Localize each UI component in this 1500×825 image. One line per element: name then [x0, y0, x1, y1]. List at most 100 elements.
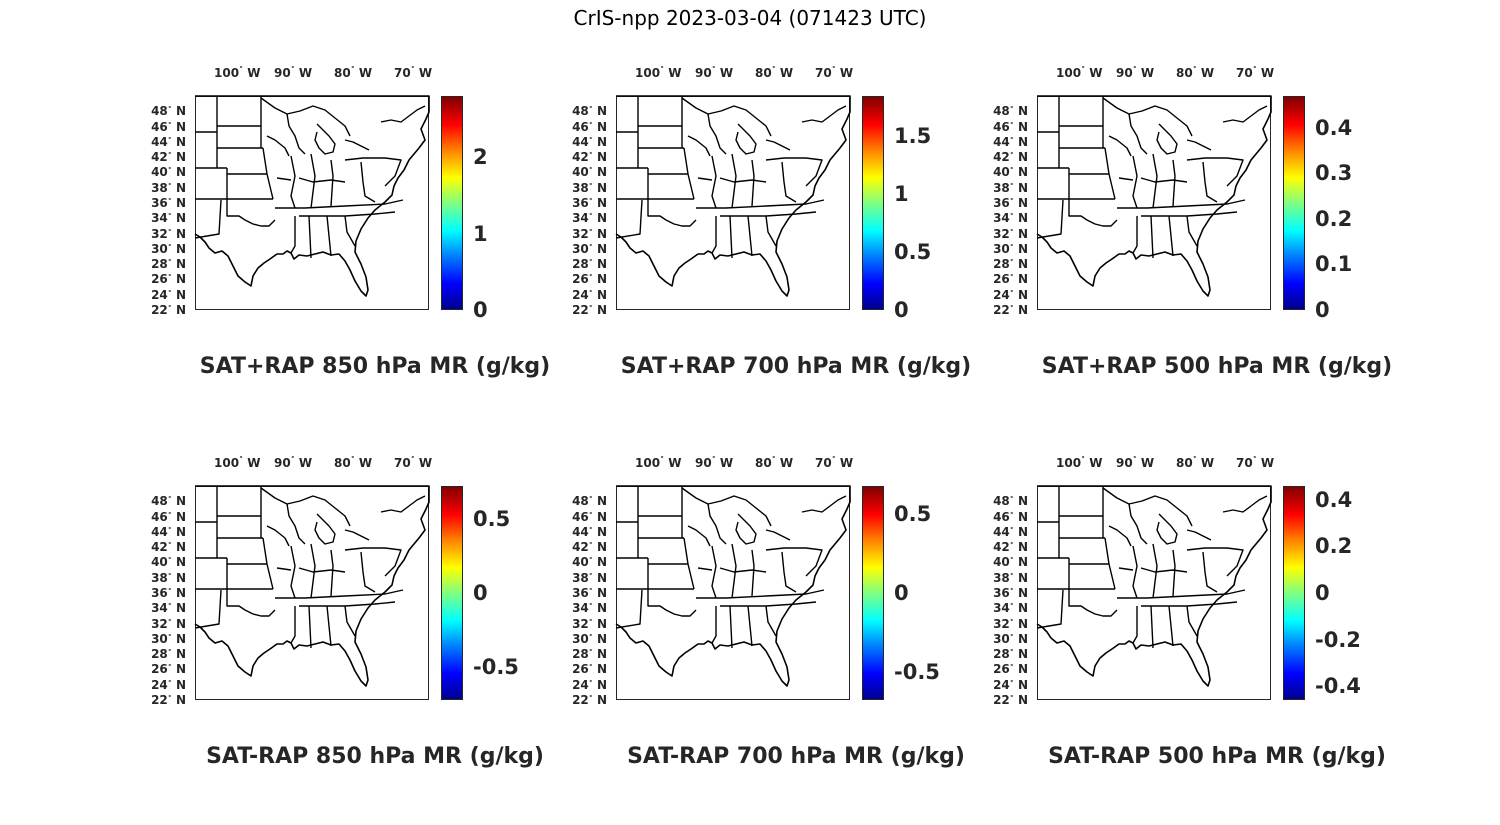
state-boundary [1132, 155, 1138, 209]
map-panel-2: 100˚ W 90˚ W 80˚ W 70˚ W 48˚ N 46˚ N 44˚ N 42˚ … [572, 66, 1016, 386]
lon-tick-label: 100˚ W [214, 66, 261, 80]
us-state-map [1036, 95, 1272, 310]
lat-tick-label: 46˚ N [151, 119, 186, 134]
state-boundary [751, 159, 755, 207]
state-boundary [262, 147, 274, 200]
lon-tick-label: 90˚ W [695, 456, 734, 470]
state-boundary [719, 177, 767, 183]
lat-tick-label: 22˚ N [993, 693, 1028, 707]
lat-tick-label: 28˚ N [572, 647, 607, 662]
state-boundary [226, 589, 276, 617]
state-boundary [781, 161, 797, 203]
colorbar-tick-label: 0.2 [1315, 206, 1353, 231]
lat-tick-label: 30˚ N [993, 241, 1028, 256]
lat-tick-label: 22˚ N [572, 693, 607, 707]
state-boundary [290, 155, 296, 209]
lat-tick-label: 28˚ N [151, 647, 186, 662]
lat-tick-label: 36˚ N [993, 196, 1028, 210]
lon-tick-label: 70˚ W [394, 456, 433, 470]
lon-tick-label: 90˚ W [1116, 456, 1155, 470]
lon-tick-label: 80˚ W [755, 456, 794, 470]
state-boundary [801, 495, 847, 513]
coastline [1036, 485, 1272, 687]
state-boundary [707, 113, 727, 155]
state-boundary [1202, 161, 1218, 203]
state-boundary [1186, 215, 1198, 247]
state-boundary [681, 97, 772, 137]
lat-tick-label: 30˚ N [572, 241, 607, 256]
lat-tick-label: 34˚ N [993, 211, 1028, 226]
state-boundary [286, 503, 306, 545]
lon-tick-label: 80˚ W [334, 456, 373, 470]
lat-tick-label: 44˚ N [572, 524, 607, 539]
state-boundary [1102, 487, 1193, 527]
lat-tick-label: 44˚ N [993, 524, 1028, 539]
colorbar-tick-label: 0 [473, 298, 488, 322]
map-panel-3: 100˚ W 90˚ W 80˚ W 70˚ W 48˚ N 46˚ N 44˚ N 42˚ … [993, 66, 1437, 386]
state-boundary [286, 113, 306, 155]
lon-tick-label: 80˚ W [1176, 66, 1215, 80]
lat-tick-label: 38˚ N [572, 570, 607, 585]
lat-tick-label: 42˚ N [151, 540, 186, 555]
lat-tick-label: 38˚ N [993, 180, 1028, 195]
state-boundary [765, 529, 791, 541]
state-boundary [1118, 567, 1134, 571]
lat-tick-label: 36˚ N [993, 586, 1028, 600]
state-boundary [1104, 537, 1116, 590]
lat-tick-label: 30˚ N [993, 631, 1028, 646]
state-boundary [1152, 543, 1158, 599]
lat-tick-label: 42˚ N [572, 150, 607, 165]
lat-tick-label: 24˚ N [151, 287, 186, 302]
state-boundary [1118, 177, 1134, 181]
lat-tick-label: 40˚ N [993, 165, 1028, 180]
state-boundary [344, 215, 356, 247]
lat-tick-label: 34˚ N [151, 601, 186, 616]
state-boundary [266, 525, 290, 547]
lat-tick-label: 46˚ N [151, 509, 186, 524]
lat-tick-label: 42˚ N [993, 540, 1028, 555]
lat-tick-label: 38˚ N [151, 570, 186, 585]
lat-tick-label: 32˚ N [572, 616, 607, 631]
state-boundary [1186, 157, 1244, 187]
lat-tick-label: 32˚ N [151, 616, 186, 631]
colorbar [1283, 486, 1305, 700]
colorbar-tick-label: 0 [894, 298, 909, 322]
lon-tick-label: 70˚ W [815, 66, 854, 80]
lat-tick-label: 46˚ N [993, 119, 1028, 134]
colorbar-tick-label: 0 [1315, 298, 1330, 322]
lat-tick-label: 44˚ N [151, 134, 186, 149]
colorbar-tick-label: 0.5 [473, 506, 511, 531]
state-boundary [765, 215, 777, 247]
coastline [194, 485, 430, 687]
state-boundary [1156, 123, 1178, 155]
state-boundary [1108, 525, 1132, 547]
map-panel-6: 100˚ W 90˚ W 80˚ W 70˚ W 48˚ N 46˚ N 44˚ N 42˚ … [993, 456, 1437, 776]
state-boundary [697, 567, 713, 571]
state-boundary [330, 159, 334, 207]
panel-title: SAT-RAP 700 hPa MR (g/kg) [627, 744, 965, 769]
state-boundary [326, 215, 332, 257]
coastline [1036, 95, 1272, 297]
lon-tick-label: 100˚ W [635, 66, 682, 80]
lat-tick-label: 24˚ N [572, 677, 607, 692]
lat-tick-label: 36˚ N [572, 586, 607, 600]
map-panel-1: 100˚ W 90˚ W 80˚ W 70˚ W 48˚ N 46˚ N 44˚ N 42˚ … [151, 66, 595, 386]
lat-tick-label: 44˚ N [993, 134, 1028, 149]
state-boundary [720, 601, 817, 607]
state-boundary [226, 199, 276, 227]
state-boundary [681, 487, 772, 527]
lat-tick-label: 26˚ N [151, 662, 186, 677]
lat-tick-label: 34˚ N [572, 211, 607, 226]
lat-tick-label: 48˚ N [993, 494, 1028, 509]
lon-tick-label: 70˚ W [815, 456, 854, 470]
state-boundary [1150, 215, 1154, 259]
state-boundary [731, 153, 737, 209]
colorbar-tick-label: -0.5 [473, 655, 519, 680]
state-boundary [1132, 545, 1138, 599]
state-boundary [344, 529, 370, 541]
lat-tick-label: 30˚ N [151, 241, 186, 256]
state-boundary [1156, 513, 1178, 545]
lat-tick-label: 40˚ N [151, 555, 186, 570]
lat-tick-label: 36˚ N [572, 196, 607, 210]
state-boundary [1036, 589, 1064, 629]
